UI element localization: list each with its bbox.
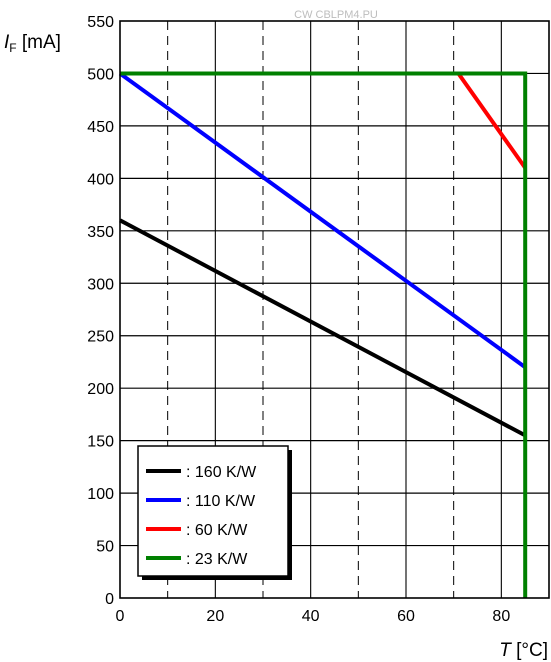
x-tick-label: 0: [116, 608, 125, 625]
plot-frame: [119, 20, 550, 599]
y-tick-label: 0: [105, 591, 114, 608]
x-tick-label: 20: [206, 608, 224, 625]
y-tick-label: 200: [87, 381, 114, 398]
y-tick-label: 500: [87, 66, 114, 83]
y-tick-label: 100: [87, 486, 114, 503]
x-axis-variable: T: [499, 640, 512, 661]
legend-label: : 110 K/W: [186, 493, 256, 510]
x-tick-label: 60: [397, 608, 415, 625]
x-axis-label: T [°C]: [499, 640, 548, 661]
series-line: [118, 71, 527, 369]
legend-label: : 23 K/W: [186, 551, 248, 568]
legend-box: [137, 445, 289, 577]
y-tick-label: 150: [87, 434, 114, 451]
grid-lines: [120, 21, 549, 598]
legend: : 160 K/W : 110 K/W : 60 K/W : 23 K/W: [137, 445, 292, 580]
x-axis-unit: [°C]: [511, 640, 548, 661]
x-tick-label: 80: [492, 608, 510, 625]
series-line: [120, 71, 528, 598]
y-tick-label: 250: [87, 329, 114, 346]
x-tick-label: 40: [302, 608, 320, 625]
y-axis-variable: I: [4, 32, 10, 53]
series-lines: [118, 71, 528, 598]
y-tick-label: 300: [87, 276, 114, 293]
legend-label: : 60 K/W: [186, 522, 248, 539]
y-axis-subscript: F: [9, 41, 16, 55]
y-tick-label: 350: [87, 224, 114, 241]
legend-label: : 160 K/W: [186, 464, 257, 481]
axis-ticks: 0 50 100 150 200 250 300 350 400 450 500 550 0 20 40 60…: [87, 14, 510, 625]
series-line: [120, 71, 527, 170]
y-tick-label: 50: [96, 539, 114, 556]
y-axis-label: IF [mA]: [4, 32, 61, 55]
y-tick-label: 450: [87, 119, 114, 136]
series-line: [119, 218, 527, 438]
y-tick-label: 550: [87, 14, 114, 31]
watermark-text: CW CBLPM4.PU: [294, 9, 378, 21]
y-tick-label: 400: [87, 171, 114, 188]
y-axis-unit: [mA]: [17, 32, 61, 53]
